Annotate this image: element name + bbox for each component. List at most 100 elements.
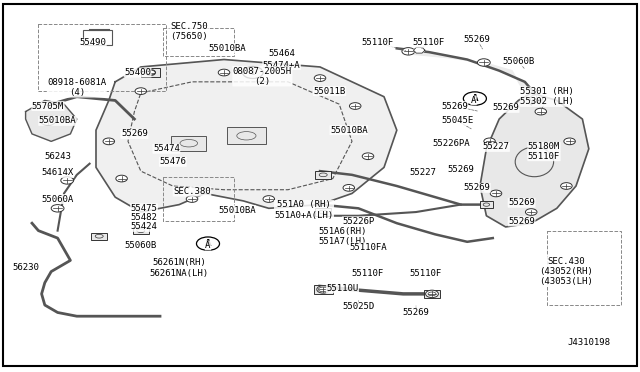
Bar — [91, 232, 107, 240]
Bar — [163, 177, 234, 221]
Text: 55269: 55269 — [441, 102, 468, 110]
Text: 55060B: 55060B — [502, 57, 534, 66]
Text: 55705M: 55705M — [32, 102, 64, 110]
Text: 55226PA: 55226PA — [433, 139, 470, 148]
Bar — [172, 136, 206, 151]
Text: 55464: 55464 — [268, 49, 295, 58]
Bar — [547, 231, 621, 305]
Text: 1: 1 — [250, 68, 255, 77]
Text: 55227: 55227 — [483, 142, 509, 151]
Circle shape — [186, 196, 198, 202]
Circle shape — [103, 138, 115, 145]
Text: 551A6(RH)
551A7(LH): 551A6(RH) 551A7(LH) — [318, 227, 367, 246]
Circle shape — [40, 116, 56, 125]
Text: 56243: 56243 — [44, 152, 71, 161]
Circle shape — [317, 286, 330, 293]
Circle shape — [490, 190, 502, 197]
Text: 55110F: 55110F — [362, 38, 394, 47]
Text: 55025D: 55025D — [342, 302, 374, 311]
Text: 55424: 55424 — [131, 222, 157, 231]
Circle shape — [263, 196, 275, 202]
Text: 55269: 55269 — [508, 217, 535, 226]
Text: 55010BA: 55010BA — [218, 206, 255, 215]
Bar — [424, 290, 440, 298]
Circle shape — [402, 48, 415, 55]
Text: 55010BA: 55010BA — [39, 116, 76, 125]
Text: 55269: 55269 — [403, 308, 429, 317]
Circle shape — [477, 59, 490, 66]
Text: 08087-2005H
(2): 08087-2005H (2) — [233, 67, 292, 86]
Bar — [133, 227, 148, 234]
Text: A: A — [205, 241, 211, 250]
Bar — [38, 24, 166, 91]
Bar — [315, 208, 332, 216]
Text: 55226P: 55226P — [342, 217, 374, 226]
Text: 55269: 55269 — [463, 183, 490, 192]
Circle shape — [525, 209, 537, 215]
Text: SEC.430
(43052(RH)
(43053(LH): SEC.430 (43052(RH) (43053(LH) — [540, 257, 593, 286]
Text: 55474: 55474 — [153, 144, 180, 153]
Text: 551A0 (RH)
551A0+A(LH): 551A0 (RH) 551A0+A(LH) — [275, 201, 333, 220]
Bar — [480, 201, 493, 208]
Text: 55110F: 55110F — [528, 152, 560, 161]
Circle shape — [535, 108, 547, 115]
Polygon shape — [26, 100, 77, 141]
Text: 55227: 55227 — [409, 169, 436, 177]
Text: SEC.750
(75650): SEC.750 (75650) — [170, 22, 207, 41]
Text: J4310198: J4310198 — [567, 338, 611, 347]
Text: 55010BA: 55010BA — [330, 126, 367, 135]
Text: 55060A: 55060A — [42, 195, 74, 203]
Polygon shape — [480, 93, 589, 227]
Bar — [141, 68, 160, 77]
Text: SEC.380: SEC.380 — [173, 187, 211, 196]
Text: 55475: 55475 — [131, 204, 157, 213]
Circle shape — [426, 290, 438, 298]
Bar — [83, 30, 112, 45]
Circle shape — [218, 69, 230, 76]
Text: 55269: 55269 — [447, 165, 474, 174]
Circle shape — [349, 103, 361, 109]
Text: 56261N(RH)
56261NA(LH): 56261N(RH) 56261NA(LH) — [150, 258, 209, 278]
Circle shape — [51, 205, 64, 212]
Text: 55045E: 55045E — [442, 116, 474, 125]
Bar — [315, 171, 332, 179]
Text: 55269: 55269 — [508, 198, 535, 207]
Text: 55476: 55476 — [159, 157, 186, 166]
Circle shape — [135, 88, 147, 94]
Polygon shape — [397, 48, 538, 104]
Circle shape — [530, 95, 543, 102]
Text: 55482: 55482 — [131, 213, 157, 222]
Text: 55269: 55269 — [121, 129, 148, 138]
Circle shape — [561, 183, 572, 189]
Text: 55180M: 55180M — [528, 142, 560, 151]
Circle shape — [61, 177, 74, 184]
Text: A: A — [472, 94, 478, 103]
Bar — [227, 127, 266, 144]
Circle shape — [564, 138, 575, 145]
Circle shape — [343, 185, 355, 191]
Text: 55011B: 55011B — [314, 87, 346, 96]
Text: 55301 (RH)
55302 (LH): 55301 (RH) 55302 (LH) — [520, 87, 574, 106]
Text: 55110F: 55110F — [410, 269, 442, 278]
Text: 55110FA: 55110FA — [349, 243, 387, 252]
Circle shape — [145, 70, 156, 76]
Text: 55490: 55490 — [79, 38, 106, 47]
Text: 08918-6081A
(4): 08918-6081A (4) — [47, 78, 106, 97]
Circle shape — [314, 75, 326, 81]
Circle shape — [484, 138, 495, 145]
Text: 55110U: 55110U — [326, 284, 358, 293]
Text: 55110F: 55110F — [352, 269, 384, 278]
Bar — [314, 285, 333, 294]
Polygon shape — [96, 60, 397, 212]
Text: 55269: 55269 — [463, 35, 490, 44]
Text: 55010BA: 55010BA — [209, 44, 246, 53]
Text: 54614X: 54614X — [42, 169, 74, 177]
Text: 55474+A: 55474+A — [263, 61, 300, 70]
Text: 55110F: 55110F — [413, 38, 445, 47]
Text: 56230: 56230 — [12, 263, 39, 272]
Text: A: A — [471, 96, 476, 105]
Bar — [163, 28, 234, 56]
Circle shape — [362, 153, 374, 160]
Text: 55400: 55400 — [124, 68, 151, 77]
Circle shape — [116, 175, 127, 182]
